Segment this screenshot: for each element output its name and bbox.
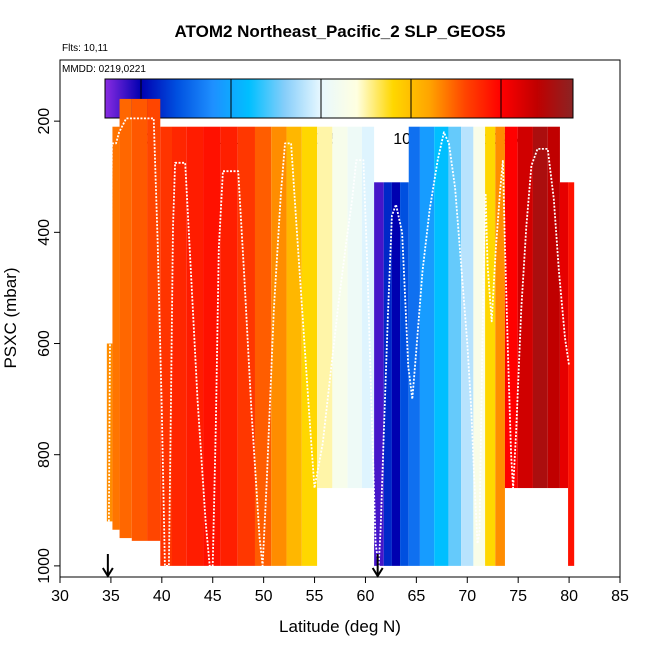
x-tick-label: 60 <box>357 588 375 605</box>
data-column <box>495 126 505 566</box>
y-tick-label: 600 <box>36 330 53 357</box>
flight-track-layer <box>108 117 570 567</box>
data-column <box>286 126 302 566</box>
x-tick-label: 75 <box>509 588 527 605</box>
flight-track-line <box>108 117 570 567</box>
data-column <box>391 182 401 566</box>
data-column <box>374 182 384 566</box>
data-column <box>220 126 238 566</box>
x-tick-label: 45 <box>204 588 222 605</box>
x-tick-label: 65 <box>407 588 425 605</box>
x-axis: 30 35 40 45 50 55 60 65 70 75 80 85 <box>51 577 629 605</box>
data-column <box>119 98 132 539</box>
x-axis-label: Latitude (deg N) <box>279 617 401 636</box>
y-axis: 200 400 600 800 1000 <box>36 108 60 584</box>
data-column <box>448 126 462 566</box>
marker-arrow-head <box>371 567 384 578</box>
data-column <box>504 126 518 489</box>
data-column <box>532 126 548 489</box>
data-column <box>517 126 533 489</box>
data-column <box>408 126 420 566</box>
data-column <box>347 126 362 489</box>
data-column <box>485 126 496 566</box>
data-column <box>383 182 392 566</box>
data-column <box>203 126 221 566</box>
x-tick-label: 55 <box>306 588 324 605</box>
data-column <box>301 126 318 566</box>
flights-note: Flts: 10,11 <box>62 43 108 54</box>
marker-layer <box>102 554 384 578</box>
date-note: MMDD: 0219,0221 <box>62 64 146 75</box>
data-column <box>160 126 172 566</box>
data-column <box>172 126 187 566</box>
data-column <box>131 98 148 541</box>
data-layer <box>106 98 575 566</box>
marker-arrow-head <box>102 567 114 578</box>
x-tick-label: 35 <box>102 588 120 605</box>
data-column <box>332 126 348 489</box>
data-column <box>473 126 486 566</box>
x-tick-label: 70 <box>458 588 476 605</box>
data-column <box>568 182 575 566</box>
data-column <box>147 98 161 541</box>
data-column <box>317 126 333 489</box>
y-tick-label: 800 <box>36 441 53 468</box>
data-column <box>547 126 560 489</box>
y-tick-label: 400 <box>36 219 53 246</box>
data-column <box>112 126 120 530</box>
data-column <box>434 126 449 566</box>
colorbar-bar <box>104 78 574 119</box>
data-column <box>419 126 435 566</box>
y-tick-label: 1000 <box>36 548 53 584</box>
data-column <box>271 126 287 566</box>
y-tick-label: 200 <box>36 108 53 135</box>
data-column <box>254 126 272 566</box>
x-tick-label: 80 <box>560 588 578 605</box>
x-tick-label: 40 <box>153 588 171 605</box>
x-tick-label: 50 <box>255 588 273 605</box>
chart-title: ATOM2 Northeast_Pacific_2 SLP_GEOS5 <box>175 22 506 41</box>
x-tick-label: 85 <box>611 588 629 605</box>
data-column <box>400 182 409 566</box>
x-tick-label: 30 <box>51 588 69 605</box>
plot-frame <box>59 59 621 578</box>
y-axis-label: PSXC (mbar) <box>1 267 20 368</box>
